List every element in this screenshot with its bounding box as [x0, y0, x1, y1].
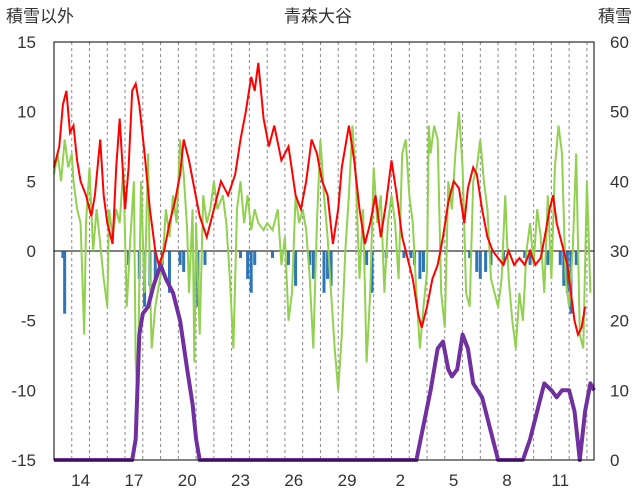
x-tick-label: 17: [124, 471, 143, 490]
x-tick-label: 14: [71, 471, 90, 490]
precip-bar: [370, 251, 374, 293]
right-tick-label: 40: [610, 172, 629, 191]
snow-depth-series-line: [54, 262, 596, 462]
precip-bar: [475, 251, 479, 272]
right-tick-label: 50: [610, 103, 629, 122]
right-tick-label: 30: [610, 242, 629, 261]
precip-bar: [562, 251, 566, 286]
precip-bar: [239, 251, 243, 258]
left-tick-label: 0: [27, 242, 36, 261]
precip-bar: [421, 251, 425, 272]
x-tick-label: 23: [231, 471, 250, 490]
right-tick-label: 10: [610, 381, 629, 400]
right-axis-ticks: 60 50 40 30 20 10 0: [610, 33, 629, 470]
x-tick-label: 20: [178, 471, 197, 490]
precip-bar: [365, 251, 369, 265]
left-tick-label: -10: [11, 381, 36, 400]
precip-bar: [153, 251, 157, 279]
precip-bar: [558, 251, 562, 265]
precip-bar: [270, 251, 274, 258]
precip-bar: [468, 251, 472, 258]
x-tick-label: 8: [502, 471, 511, 490]
precip-bar: [311, 251, 315, 279]
precip-bar: [409, 251, 413, 258]
precip-bar: [523, 251, 527, 258]
plot-frame: [53, 41, 595, 461]
x-tick-label: 29: [338, 471, 357, 490]
temperature-series-line: [53, 62, 587, 338]
x-tick-label: 5: [449, 471, 458, 490]
precip-bar: [203, 251, 207, 265]
x-tick-label: 11: [551, 471, 569, 490]
precip-bar: [167, 251, 171, 293]
precip-bar: [528, 251, 532, 265]
precip-bar: [322, 251, 326, 293]
right-tick-label: 60: [610, 33, 629, 52]
left-tick-label: 5: [27, 172, 36, 191]
right-axis-label: 積雪: [598, 7, 632, 27]
left-tick-label: 15: [17, 33, 36, 52]
x-axis-ticks: 14 17 20 23 26 29 2 5 8 11: [71, 471, 569, 490]
precip-bar: [546, 251, 550, 265]
precip-bar: [484, 251, 488, 272]
precip-bar: [253, 251, 257, 265]
left-tick-label: 10: [17, 103, 36, 122]
precip-bar: [61, 251, 65, 258]
precip-bar: [574, 251, 578, 265]
left-tick-label: -15: [11, 451, 36, 470]
precip-bar: [308, 251, 312, 265]
precip-bar: [178, 251, 182, 265]
x-tick-label: 26: [284, 471, 303, 490]
precip-bar: [329, 251, 333, 286]
left-tick-label: -5: [21, 312, 36, 331]
precip-bar: [246, 251, 250, 279]
precip-bar: [63, 251, 67, 314]
precip-bar: [326, 251, 330, 279]
right-tick-label: 0: [610, 451, 619, 470]
precip-bar: [402, 251, 406, 258]
precip-bar: [286, 251, 290, 265]
precip-bar: [182, 251, 186, 272]
right-tick-label: 20: [610, 312, 629, 331]
chart-title: 青森大谷: [284, 7, 352, 27]
precip-bar: [489, 251, 493, 265]
left-axis-ticks: 15 10 5 0 -5 -10 -15: [11, 33, 36, 470]
precip-bar: [418, 251, 422, 279]
wind-series-line: [53, 111, 592, 398]
precip-bar: [294, 251, 298, 286]
precip-bar: [249, 251, 253, 293]
precip-bar: [478, 251, 482, 279]
left-axis-label: 積雪以外: [6, 7, 74, 27]
x-tick-label: 2: [396, 471, 405, 490]
